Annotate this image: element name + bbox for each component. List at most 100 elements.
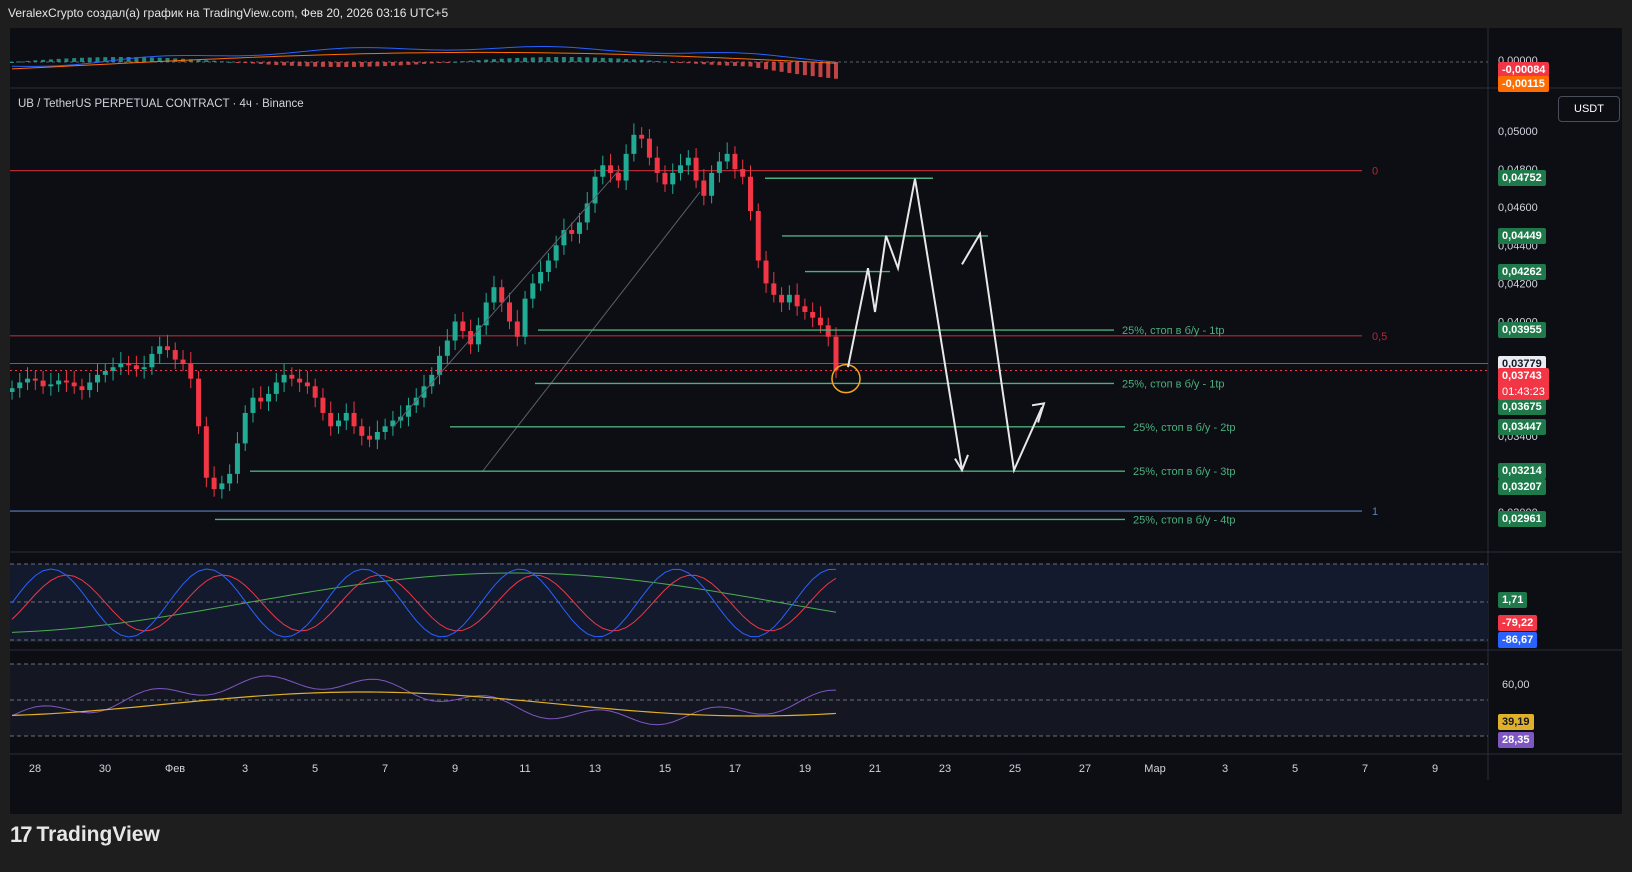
candle-body — [242, 412, 248, 444]
macd-histogram-bar — [79, 57, 84, 62]
candle-body — [716, 161, 722, 173]
fib-level-label: 0,5 — [1372, 331, 1387, 343]
candle-body — [475, 325, 481, 345]
arrow-head — [954, 454, 969, 473]
candle-body — [779, 294, 785, 303]
candle-body — [631, 134, 637, 154]
tp-level-label: 25%, стоп в б/у - 1tp — [1122, 325, 1225, 337]
candle-body — [320, 397, 326, 413]
low-circle-marker — [831, 363, 861, 394]
candle-body — [468, 331, 474, 345]
macd-histogram-bar — [670, 62, 675, 63]
macd-histogram-bar — [87, 57, 92, 62]
time-tick-label: 7 — [1362, 763, 1368, 775]
macd-histogram-bar — [297, 62, 302, 67]
rsi-level-label: 60,00 — [1502, 679, 1530, 691]
candle-body — [646, 138, 652, 158]
tradingview-logo[interactable]: 17 TradingView — [10, 822, 160, 848]
candle-body — [367, 435, 373, 440]
price-axis-label: 0,02961 — [1498, 511, 1546, 528]
currency-button[interactable]: USDT — [1558, 96, 1620, 122]
candle-body — [452, 321, 458, 341]
candle-body — [351, 412, 357, 427]
candle-body — [615, 172, 621, 181]
candle-body — [522, 298, 528, 337]
candle-body — [794, 294, 800, 307]
macd-line — [11, 45, 837, 67]
candle-body — [211, 477, 217, 490]
tp-level-label: 25%, стоп в б/у - 4tp — [1133, 514, 1236, 526]
macd-histogram-bar — [530, 57, 535, 62]
candle-body — [188, 363, 194, 379]
candle-body — [771, 283, 777, 295]
macd-histogram-bar — [41, 59, 46, 62]
time-tick-label: 19 — [799, 763, 811, 775]
time-tick-label: 23 — [939, 763, 951, 775]
candle-body — [297, 378, 303, 383]
macd-histogram-bar — [647, 60, 652, 62]
macd-histogram-bar — [305, 62, 310, 67]
candle-body — [833, 336, 839, 371]
macd-histogram-bar — [764, 62, 769, 70]
macd-histogram-bar — [274, 62, 279, 65]
projected-path-b — [961, 230, 1043, 474]
chart-canvas[interactable]: 0,050000,048000,046000,044000,042000,040… — [10, 28, 1622, 814]
candle-body — [17, 382, 23, 389]
rsi-ma-line — [11, 691, 837, 717]
rsi-value-label: 28,35 — [1498, 732, 1534, 748]
tradingview-logo-icon: 17 — [10, 822, 33, 847]
candle-body — [335, 420, 341, 427]
candle-body — [483, 302, 489, 326]
tp-level-label: 25%, стоп в б/у - 2tp — [1133, 422, 1236, 434]
macd-histogram-bar — [406, 62, 411, 65]
stoch-d-line — [11, 574, 837, 632]
macd-histogram-bar — [523, 57, 528, 62]
tp-level-label: 25%, стоп в б/у - 3tp — [1133, 466, 1236, 478]
time-tick-label: 21 — [869, 763, 881, 775]
macd-histogram-bar — [72, 58, 77, 62]
macd-histogram-bar — [476, 60, 481, 62]
macd-histogram-bar — [701, 62, 706, 65]
macd-histogram-bar — [157, 57, 162, 62]
candle-body — [491, 287, 497, 303]
macd-histogram-bar — [227, 61, 232, 63]
macd-histogram-bar — [468, 60, 473, 62]
candle-body — [10, 388, 15, 392]
time-tick-label: 9 — [1432, 763, 1438, 775]
macd-value-label: -0,00084 — [1498, 62, 1550, 78]
candle-body — [48, 384, 54, 387]
macd-histogram-bar — [375, 62, 380, 67]
macd-histogram-bar — [655, 60, 660, 62]
candles-group — [10, 123, 839, 499]
macd-histogram-bar — [320, 62, 325, 67]
candle-body — [273, 382, 279, 394]
bar-countdown: 01:43:23 — [1502, 386, 1545, 399]
stoch-k-label: -86,67 — [1498, 632, 1538, 648]
macd-histogram-bar — [491, 59, 496, 62]
macd-histogram-bar — [600, 57, 605, 62]
macd-histogram-bar — [787, 62, 792, 73]
macd-histogram-bar — [95, 57, 100, 62]
candle-body — [258, 397, 264, 402]
chart-frame[interactable]: 0,050000,048000,046000,044000,042000,040… — [10, 28, 1622, 814]
macd-histogram-bar — [336, 62, 341, 67]
candle-body — [304, 382, 310, 387]
candle-body — [600, 165, 606, 177]
macd-histogram-bar — [771, 62, 776, 71]
candle-body — [219, 483, 225, 490]
macd-histogram-bar — [631, 59, 636, 62]
stoch-value-label: 1,71 — [1498, 592, 1528, 608]
macd-signal-line — [11, 51, 837, 70]
macd-histogram-bar — [173, 58, 178, 62]
candle-body — [538, 271, 544, 284]
candle-body — [654, 157, 660, 173]
candle-body — [825, 325, 831, 337]
time-tick-label: 7 — [382, 763, 388, 775]
candle-body — [133, 365, 139, 370]
time-tick-label: 9 — [452, 763, 458, 775]
price-axis-label: 0,03675 — [1498, 399, 1546, 416]
macd-histogram-bar — [344, 62, 349, 67]
macd-histogram-bar — [585, 57, 590, 62]
candle-body — [234, 443, 240, 474]
macd-histogram-bar — [709, 62, 714, 65]
